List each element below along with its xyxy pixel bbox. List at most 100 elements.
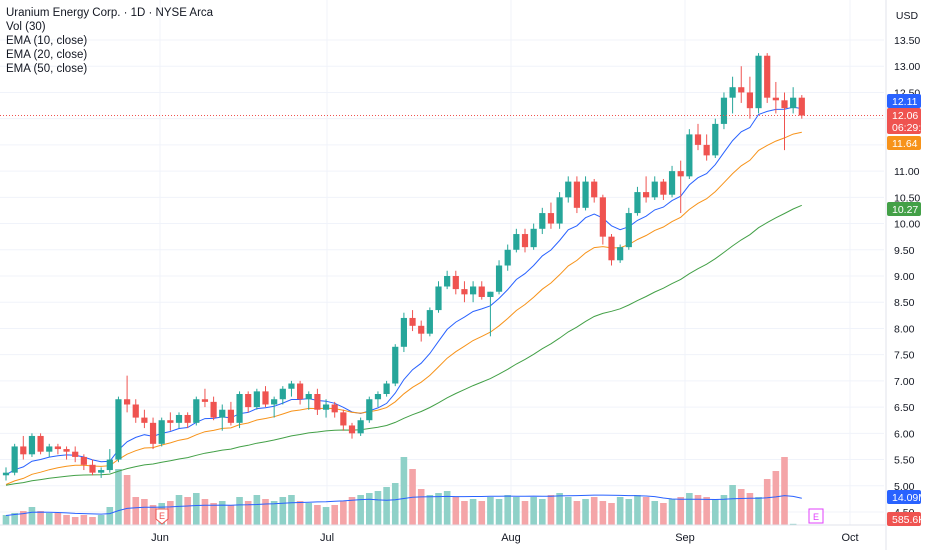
- candle[interactable]: [591, 178, 598, 203]
- candle[interactable]: [582, 176, 589, 211]
- candle[interactable]: [798, 95, 805, 119]
- candle[interactable]: [193, 396, 200, 426]
- candle[interactable]: [89, 459, 96, 476]
- candle[interactable]: [392, 344, 399, 387]
- candle[interactable]: [435, 281, 442, 313]
- candle[interactable]: [703, 134, 710, 161]
- candle[interactable]: [28, 433, 36, 457]
- candle[interactable]: [322, 399, 330, 418]
- candle[interactable]: [556, 192, 563, 229]
- candle[interactable]: [409, 310, 416, 332]
- candle[interactable]: [314, 388, 321, 415]
- candle[interactable]: [236, 391, 243, 429]
- candle[interactable]: [271, 396, 278, 418]
- candle[interactable]: [470, 281, 477, 303]
- candle[interactable]: [521, 228, 529, 253]
- candle[interactable]: [599, 194, 606, 245]
- candle[interactable]: [20, 435, 27, 460]
- candle[interactable]: [426, 307, 433, 337]
- candle[interactable]: [418, 320, 425, 342]
- candle[interactable]: [357, 417, 364, 436]
- currency-label[interactable]: USD: [896, 10, 919, 22]
- candle[interactable]: [279, 386, 286, 405]
- candle[interactable]: [565, 176, 572, 203]
- candle[interactable]: [63, 446, 70, 460]
- candle[interactable]: [46, 443, 53, 457]
- candle[interactable]: [141, 409, 148, 429]
- candle[interactable]: [668, 165, 676, 198]
- candle[interactable]: [253, 388, 260, 410]
- candle[interactable]: [495, 260, 503, 295]
- candle[interactable]: [720, 92, 728, 130]
- candle[interactable]: [219, 404, 226, 431]
- candle[interactable]: [539, 207, 546, 235]
- candle[interactable]: [149, 417, 157, 450]
- candle[interactable]: [677, 160, 684, 214]
- candle[interactable]: [340, 409, 347, 431]
- candle[interactable]: [461, 281, 468, 303]
- candle[interactable]: [245, 391, 252, 413]
- candle[interactable]: [184, 412, 191, 429]
- candle[interactable]: [374, 391, 382, 408]
- candle[interactable]: [297, 380, 304, 405]
- candle[interactable]: [37, 433, 44, 455]
- candle[interactable]: [106, 449, 113, 473]
- candle[interactable]: [227, 401, 234, 426]
- candle[interactable]: [660, 178, 667, 200]
- legend-ema10[interactable]: EMA (10, close): [6, 35, 88, 47]
- candle[interactable]: [383, 380, 390, 397]
- candle[interactable]: [729, 76, 736, 114]
- candle[interactable]: [686, 129, 693, 179]
- candle[interactable]: [72, 446, 79, 463]
- candle[interactable]: [444, 270, 451, 290]
- candle[interactable]: [547, 202, 555, 229]
- candle[interactable]: [608, 234, 615, 266]
- candle[interactable]: [210, 396, 217, 421]
- candle[interactable]: [738, 66, 745, 103]
- candle[interactable]: [625, 207, 632, 250]
- candle[interactable]: [366, 396, 373, 423]
- legend-title[interactable]: Uranium Energy Corp. · 1D · NYSE Arca: [6, 7, 214, 19]
- candle[interactable]: [755, 53, 762, 114]
- legend-vol[interactable]: Vol (30): [6, 21, 46, 33]
- candle[interactable]: [781, 92, 788, 151]
- candle[interactable]: [167, 412, 174, 431]
- candle[interactable]: [400, 312, 407, 353]
- candle[interactable]: [115, 396, 122, 463]
- candle[interactable]: [478, 281, 485, 300]
- candle[interactable]: [712, 118, 719, 158]
- candle[interactable]: [617, 244, 624, 263]
- legend-ema20[interactable]: EMA (20, close): [6, 49, 88, 61]
- candle[interactable]: [790, 87, 797, 114]
- candle[interactable]: [158, 417, 165, 447]
- candle[interactable]: [530, 223, 537, 250]
- candle[interactable]: [772, 81, 779, 114]
- candle[interactable]: [651, 176, 658, 200]
- candle[interactable]: [513, 228, 520, 253]
- candle[interactable]: [132, 399, 139, 423]
- candle[interactable]: [643, 176, 650, 203]
- candle[interactable]: [764, 53, 771, 103]
- candle[interactable]: [331, 401, 338, 418]
- legend-ema50[interactable]: EMA (50, close): [6, 63, 88, 75]
- candle[interactable]: [504, 244, 511, 271]
- candle[interactable]: [11, 443, 18, 476]
- candle[interactable]: [54, 443, 61, 455]
- candle[interactable]: [201, 388, 209, 408]
- candle[interactable]: [452, 270, 459, 295]
- candle[interactable]: [634, 186, 641, 216]
- candle[interactable]: [694, 123, 702, 151]
- candle[interactable]: [746, 76, 753, 119]
- candle[interactable]: [348, 422, 356, 439]
- candle[interactable]: [487, 291, 494, 337]
- candle[interactable]: [124, 375, 131, 413]
- earnings-marker-past[interactable]: E: [155, 508, 169, 525]
- candle[interactable]: [80, 454, 87, 471]
- candle[interactable]: [305, 391, 312, 410]
- candle[interactable]: [288, 380, 295, 397]
- candle[interactable]: [573, 176, 580, 214]
- candle[interactable]: [98, 467, 105, 478]
- candle[interactable]: [262, 386, 269, 408]
